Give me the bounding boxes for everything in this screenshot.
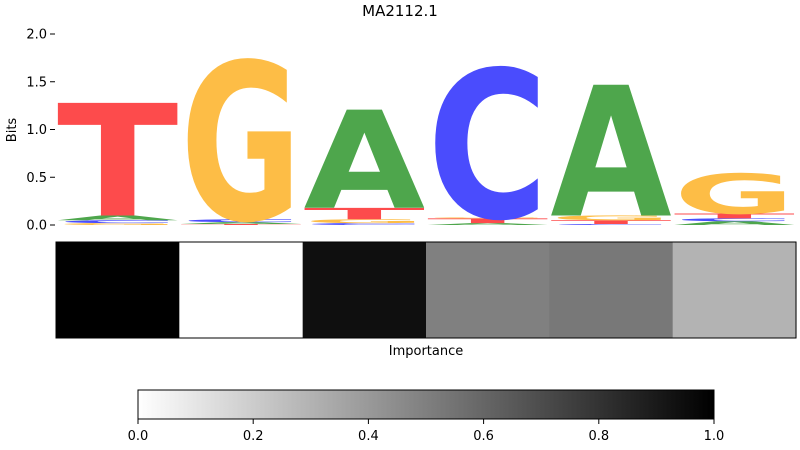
logo-letter-a: A	[57, 214, 179, 222]
heatmap-cell	[672, 242, 797, 338]
logo-letter-g: G	[427, 217, 548, 219]
y-tick-label: 0.5	[26, 171, 47, 186]
logo-letter-a: A	[674, 220, 796, 226]
logo-letter-t: T	[674, 212, 796, 220]
logo-letter-g: G	[304, 218, 425, 224]
logo-letter-c: C	[674, 218, 795, 223]
y-axis-title: Bits	[5, 118, 20, 143]
colorbar: 0.0 0.2 0.4 0.6 0.8 1.0	[128, 389, 725, 444]
colorbar-tick-label: 0.2	[243, 429, 264, 444]
logo-letter-t: T	[427, 217, 549, 225]
logo-letter-g: G	[674, 163, 795, 227]
heatmap-cell	[426, 242, 550, 338]
colorbar-tick-label: 0.4	[358, 429, 379, 444]
colorbar-tick-label: 0.6	[473, 429, 494, 444]
logo-letter-c: C	[304, 223, 425, 226]
heatmap-cell	[56, 242, 180, 338]
logo-letter-g: G	[180, 18, 301, 271]
logo-letter-g: G	[550, 214, 671, 222]
colorbar-tick-label: 0.8	[588, 429, 609, 444]
logo-letter-a: A	[550, 49, 671, 258]
colorbar-gradient	[137, 389, 715, 420]
heatmap-cell	[549, 242, 674, 338]
colorbar-tick-label: 0.0	[128, 429, 149, 444]
heatmap-cells	[56, 242, 797, 338]
heatmap-cell	[179, 242, 304, 338]
logo-letter-t: T	[57, 73, 178, 253]
logo-letter-g: G	[57, 223, 178, 226]
y-tick-label: 1.5	[26, 75, 47, 90]
logo-letter-a: A	[180, 222, 302, 225]
colorbar-ticks: 0.0 0.2 0.4 0.6 0.8 1.0	[128, 419, 725, 444]
colorbar-tick-label: 1.0	[704, 429, 725, 444]
logo-letter-t: T	[304, 205, 425, 223]
logo-y-axis: 0.0 0.5 1.0 1.5 2.0	[26, 28, 55, 234]
chart-title: MA2112.1	[362, 2, 438, 20]
heatmap-frame	[55, 241, 797, 339]
logo-letter-c: C	[550, 224, 671, 226]
logo-letter-c: C	[180, 218, 301, 223]
y-tick-label: 0.0	[26, 219, 47, 234]
heatmap-cell	[302, 242, 427, 338]
y-tick-label: 1.0	[26, 123, 47, 138]
y-tick-label: 2.0	[26, 28, 47, 43]
logo-letter-t: T	[180, 224, 302, 226]
logo-letter-c: C	[57, 219, 178, 224]
logo-letter-t: T	[550, 219, 672, 225]
heatmap-x-axis-title: Importance	[389, 344, 464, 359]
logo-letter-a: A	[427, 223, 549, 226]
importance-heatmap: Importance	[55, 241, 797, 359]
logo-letter-c: C	[427, 28, 548, 265]
logo-letter-a: A	[304, 83, 425, 240]
